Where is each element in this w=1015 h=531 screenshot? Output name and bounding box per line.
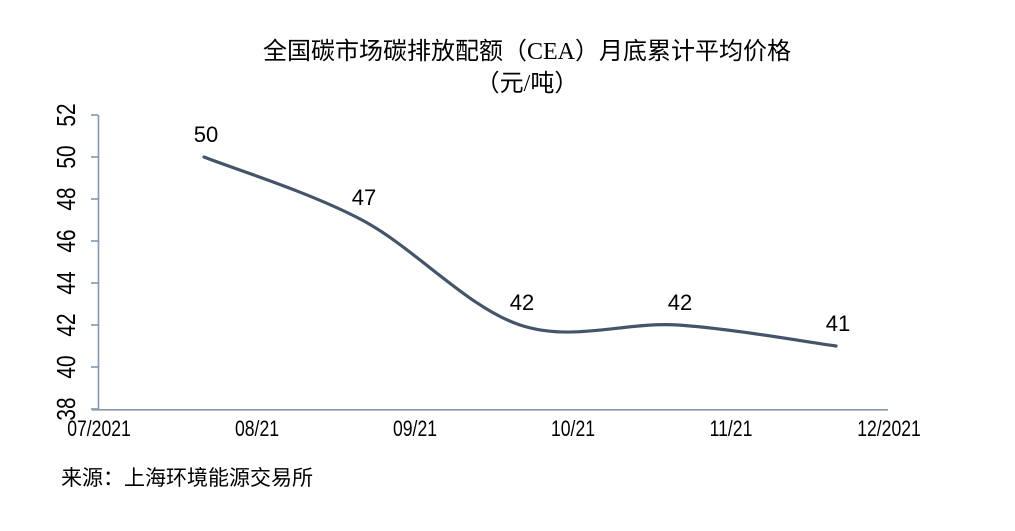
y-axis-tick-label: 48: [51, 187, 81, 211]
source-note: 来源：上海环境能源交易所: [61, 466, 313, 490]
x-axis-tick-label: 07/2021: [67, 416, 131, 441]
y-axis-tick-label: 42: [51, 313, 81, 337]
x-axis-tick-label: 08/21: [234, 416, 280, 441]
y-axis-tick-label: 50: [51, 145, 81, 169]
chart-subtitle: （元/吨）: [475, 71, 579, 97]
x-axis-tick-label: 10/21: [550, 416, 596, 441]
y-axis-tick-label: 52: [51, 103, 81, 127]
x-axis-tick-label: 11/21: [709, 416, 753, 441]
data-point-label: 47: [351, 185, 377, 210]
y-axis-tick-label: 44: [51, 271, 81, 295]
data-point-label: 50: [193, 122, 219, 147]
data-point-label: 41: [825, 311, 851, 336]
y-axis-tick-label: 46: [51, 229, 81, 253]
data-point-label: 42: [509, 290, 535, 315]
chart-title-block: 全国碳市场碳排放配额（CEA）月底累计平均价格 （元/吨）: [42, 36, 1012, 100]
chart-title: 全国碳市场碳排放配额（CEA）月底累计平均价格: [263, 39, 791, 65]
x-axis-tick-label: 12/2021: [857, 416, 921, 441]
y-axis-tick-label: 40: [51, 355, 81, 379]
price-curve: [202, 155, 838, 348]
x-axis-tick-label: 09/21: [392, 416, 438, 441]
data-point-label: 42: [667, 290, 693, 315]
